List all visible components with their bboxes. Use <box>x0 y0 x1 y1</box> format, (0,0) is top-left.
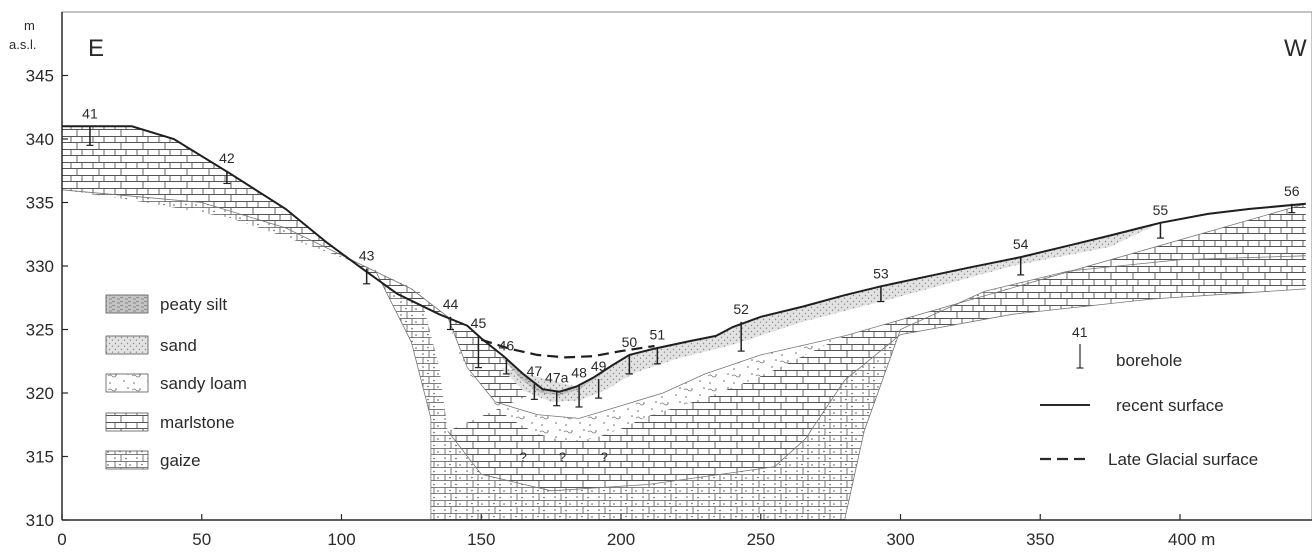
x-tick-label: 50 <box>192 530 211 549</box>
legend-label-gaize: gaize <box>160 451 201 470</box>
borehole-label: 49 <box>591 358 607 374</box>
y-tick-label: 320 <box>26 384 54 403</box>
legend-item-marlstone: marlstone <box>105 412 235 432</box>
y-tick-label: 345 <box>26 67 54 86</box>
legend-label-marlstone: marlstone <box>160 413 235 432</box>
legend-swatch-gaize <box>105 450 149 470</box>
sand-layer <box>500 222 1161 402</box>
sandy-loam-layer <box>447 316 845 442</box>
gaize-left-boundary-line <box>374 269 432 520</box>
borehole-label: 51 <box>650 326 666 342</box>
direction-east-label: E <box>88 35 104 62</box>
x-tick-label: 150 <box>467 530 495 549</box>
x-axis-ticks: 0 50 100 150 200 250 300 350 400 m <box>57 514 1215 549</box>
question-mark: ? <box>601 450 608 465</box>
legend-label-sand: sand <box>160 336 197 355</box>
marlstone-layer <box>62 126 1306 491</box>
borehole-label: 56 <box>1284 183 1300 199</box>
x-tick-label: 250 <box>747 530 775 549</box>
gaize-lower-boundary-line <box>447 288 1306 492</box>
y-axis-ticks: 310 315 320 325 330 335 340 345 <box>26 67 68 530</box>
lithology-legend: peaty silt sand sandy loam marlstone gai… <box>105 294 247 470</box>
legend-late-glacial-label: Late Glacial surface <box>1108 450 1258 469</box>
borehole-label: 46 <box>499 338 515 354</box>
y-tick-label: 325 <box>26 321 54 340</box>
x-tick-label: 400 m <box>1168 530 1215 549</box>
borehole-label: 53 <box>873 265 889 281</box>
borehole-label: 41 <box>82 105 98 121</box>
legend-swatch-sandy-loam <box>105 373 149 393</box>
borehole-label: 55 <box>1153 202 1169 218</box>
y-axis-unit-m: m <box>24 18 35 33</box>
legend-item-sandy-loam: sandy loam <box>105 373 247 393</box>
borehole-label: 47a <box>545 369 569 385</box>
borehole-label: 47 <box>527 363 543 379</box>
borehole-label: 43 <box>359 248 375 264</box>
borehole-label: 48 <box>571 364 587 380</box>
borehole-label: 54 <box>1013 236 1029 252</box>
borehole-label: 52 <box>733 301 749 317</box>
borehole-label: 45 <box>471 315 487 331</box>
borehole-label: 50 <box>622 334 638 350</box>
legend-item-gaize: gaize <box>105 450 201 470</box>
symbol-legend: 41 borehole recent surface Late Glacial … <box>1040 324 1258 469</box>
question-mark: ? <box>559 450 566 465</box>
legend-item-peaty-silt: peaty silt <box>105 294 227 314</box>
x-tick-label: 350 <box>1026 530 1054 549</box>
borehole-label: 42 <box>219 150 235 166</box>
legend-swatch-sand <box>105 335 149 355</box>
marlstone-boundary-line <box>61 189 1306 419</box>
boreholes: 41 42 43 44 45 46 47 47a 48 49 50 51 52 53 54 55 56 <box>82 105 1300 408</box>
legend-borehole-example-id: 41 <box>1072 324 1088 340</box>
peaty-silt-layer <box>500 356 613 396</box>
legend-swatch-peaty-silt <box>105 294 149 314</box>
question-mark: ? <box>520 450 527 465</box>
geology-layers <box>61 126 1306 521</box>
x-tick-label: 100 <box>327 530 355 549</box>
borehole-label: 44 <box>443 296 459 312</box>
y-tick-label: 335 <box>26 194 54 213</box>
y-axis-unit-asl: a.s.l. <box>9 37 36 52</box>
direction-west-label: W <box>1284 35 1307 62</box>
legend-recent-surface-label: recent surface <box>1116 396 1224 415</box>
surface-lines <box>62 125 1306 393</box>
x-tick-label: 200 <box>607 530 635 549</box>
x-tick-label: 0 <box>57 530 66 549</box>
legend-label-sandy-loam: sandy loam <box>160 374 247 393</box>
legend-label-peaty-silt: peaty silt <box>160 295 227 314</box>
y-tick-label: 330 <box>26 257 54 276</box>
recent-surface-line <box>62 125 1306 393</box>
legend-swatch-marlstone <box>105 412 149 432</box>
y-tick-label: 315 <box>26 448 54 467</box>
unknown-marks: ??? <box>520 450 608 465</box>
legend-borehole-label: borehole <box>1116 351 1182 370</box>
gaize-right-boundary-line <box>844 255 1306 521</box>
late-glacial-surface-line <box>480 338 655 359</box>
y-tick-label: 340 <box>26 130 54 149</box>
y-tick-label: 310 <box>26 511 54 530</box>
legend-item-sand: sand <box>105 335 197 355</box>
x-tick-label: 300 <box>886 530 914 549</box>
